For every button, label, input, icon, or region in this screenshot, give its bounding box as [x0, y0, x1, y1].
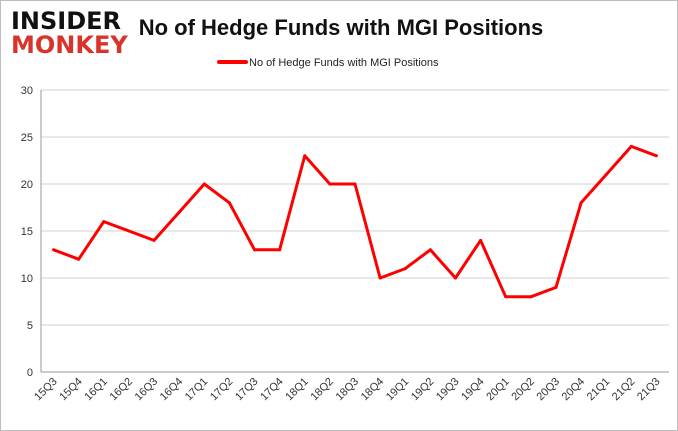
- data-point: [654, 154, 658, 158]
- data-point: [629, 144, 633, 148]
- x-tick-label: 16Q1: [82, 376, 110, 404]
- x-tick-label: 18Q1: [283, 376, 311, 404]
- data-point: [253, 248, 257, 252]
- data-point: [328, 182, 332, 186]
- y-tick-label: 15: [21, 226, 33, 238]
- x-tick-label: 19Q3: [434, 376, 462, 404]
- data-point: [52, 248, 56, 252]
- y-tick-label: 0: [27, 367, 33, 379]
- data-point: [77, 257, 81, 261]
- y-tick-label: 25: [21, 132, 33, 144]
- data-point: [604, 173, 608, 177]
- data-point: [579, 201, 583, 205]
- x-tick-label: 21Q3: [635, 376, 663, 404]
- y-tick-label: 5: [27, 320, 33, 332]
- data-point: [278, 248, 282, 252]
- x-tick-label: 18Q3: [334, 376, 362, 404]
- x-tick-label: 15Q4: [57, 376, 85, 404]
- x-tick-label: 16Q2: [108, 376, 136, 404]
- data-point: [227, 201, 231, 205]
- data-point: [353, 182, 357, 186]
- x-tick-label: 16Q4: [158, 376, 186, 404]
- x-tick-label: 20Q1: [484, 376, 512, 404]
- series-line: [53, 144, 657, 299]
- data-point: [202, 182, 206, 186]
- data-point: [554, 285, 558, 289]
- x-tick-label: 17Q1: [183, 376, 211, 404]
- x-tick-label: 19Q4: [459, 376, 487, 404]
- x-tick-label: 20Q4: [560, 376, 588, 404]
- x-tick-label: 17Q4: [258, 376, 286, 404]
- x-tick-label: 17Q3: [233, 376, 261, 404]
- logo-line1: INSIDER: [11, 7, 122, 35]
- data-point: [177, 210, 181, 214]
- data-point: [127, 229, 131, 233]
- insider-monkey-logo: INSIDER MONKEY: [11, 9, 128, 57]
- x-tick-label: 21Q1: [585, 376, 613, 404]
- x-tick-label: 15Q3: [32, 376, 60, 404]
- x-tick-label: 21Q2: [610, 376, 638, 404]
- x-tick-label: 17Q2: [208, 376, 236, 404]
- data-point: [529, 295, 533, 299]
- x-tick-label: 16Q3: [133, 376, 161, 404]
- y-tick-label: 30: [21, 85, 33, 97]
- data-point: [102, 220, 106, 224]
- x-tick-label: 19Q1: [384, 376, 412, 404]
- chart-title: No of Hedge Funds with MGI Positions: [138, 15, 544, 40]
- x-tick-label: 20Q2: [509, 376, 537, 404]
- logo-line2: MONKEY: [11, 31, 128, 59]
- x-tick-label: 18Q2: [308, 376, 336, 404]
- data-point: [428, 248, 432, 252]
- legend-label: No of Hedge Funds with MGI Positions: [249, 57, 439, 69]
- data-point: [378, 276, 382, 280]
- y-tick-label: 10: [21, 273, 33, 285]
- data-point: [504, 295, 508, 299]
- data-point: [479, 238, 483, 242]
- x-tick-label: 19Q2: [409, 376, 437, 404]
- data-point: [152, 238, 156, 242]
- x-tick-label: 20Q3: [535, 376, 563, 404]
- data-point: [403, 267, 407, 271]
- data-point: [303, 154, 307, 158]
- x-tick-label: 18Q4: [359, 376, 387, 404]
- data-point: [453, 276, 457, 280]
- y-tick-label: 20: [21, 179, 33, 191]
